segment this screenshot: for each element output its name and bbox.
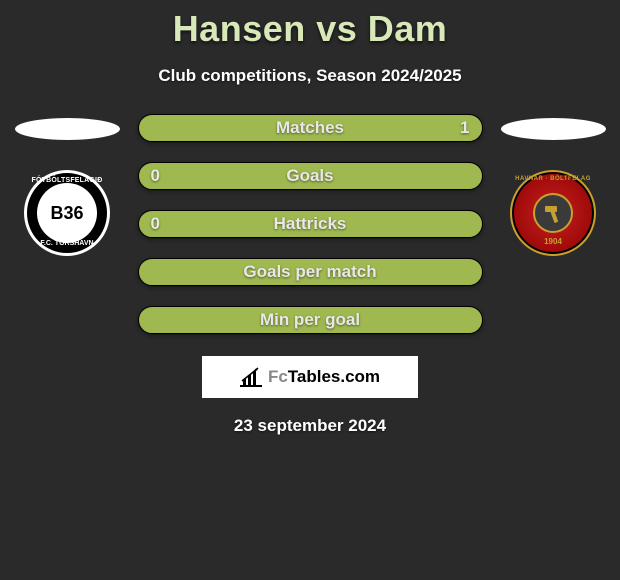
footer: FcTables.com 23 september 2024 bbox=[0, 356, 620, 436]
player-silhouette-left bbox=[15, 118, 120, 140]
hammer-icon bbox=[533, 193, 573, 233]
player-silhouette-right bbox=[501, 118, 606, 140]
stat-row-goals-per-match: Goals per match bbox=[138, 258, 483, 286]
right-player-column: HAVNAR · BÓLTFELAG 1904 bbox=[501, 114, 606, 256]
club-logo-right-top-text: HAVNAR · BÓLTFELAG bbox=[512, 176, 594, 182]
club-logo-left: FÓTBÓLTSFELAGIÐ B36 F.C. TÓRSHAVN bbox=[24, 170, 110, 256]
fctables-link[interactable]: FcTables.com bbox=[202, 356, 418, 398]
stat-row-matches: Matches 1 bbox=[138, 114, 483, 142]
content-row: FÓTBÓLTSFELAGIÐ B36 F.C. TÓRSHAVN Matche… bbox=[0, 114, 620, 334]
fctables-prefix: Fc bbox=[268, 367, 288, 386]
page-title: Hansen vs Dam bbox=[0, 0, 620, 50]
date-text: 23 september 2024 bbox=[234, 416, 386, 436]
fctables-text: FcTables.com bbox=[268, 367, 380, 387]
club-logo-left-bottom-text: F.C. TÓRSHAVN bbox=[40, 240, 93, 247]
stat-label: Goals bbox=[286, 166, 333, 186]
stat-row-hattricks: 0 Hattricks bbox=[138, 210, 483, 238]
stat-value-left: 0 bbox=[151, 214, 160, 234]
club-logo-left-top-text: FÓTBÓLTSFELAGIÐ bbox=[32, 177, 103, 184]
stat-label: Matches bbox=[276, 118, 344, 138]
club-logo-left-code: B36 bbox=[37, 183, 97, 243]
club-logo-right-year: 1904 bbox=[512, 237, 594, 246]
left-player-column: FÓTBÓLTSFELAGIÐ B36 F.C. TÓRSHAVN bbox=[15, 114, 120, 256]
stat-row-goals: 0 Goals bbox=[138, 162, 483, 190]
stat-value-left: 0 bbox=[151, 166, 160, 186]
stat-label: Hattricks bbox=[274, 214, 347, 234]
subtitle: Club competitions, Season 2024/2025 bbox=[0, 66, 620, 86]
stat-row-min-per-goal: Min per goal bbox=[138, 306, 483, 334]
stat-value-right: 1 bbox=[460, 118, 469, 138]
club-logo-right: HAVNAR · BÓLTFELAG 1904 bbox=[510, 170, 596, 256]
fctables-suffix: Tables.com bbox=[288, 367, 380, 386]
stat-label: Min per goal bbox=[260, 310, 360, 330]
hammer-svg bbox=[541, 201, 565, 225]
stat-label: Goals per match bbox=[243, 262, 376, 282]
chart-icon bbox=[240, 367, 262, 387]
stats-column: Matches 1 0 Goals 0 Hattricks Goals per … bbox=[138, 114, 483, 334]
